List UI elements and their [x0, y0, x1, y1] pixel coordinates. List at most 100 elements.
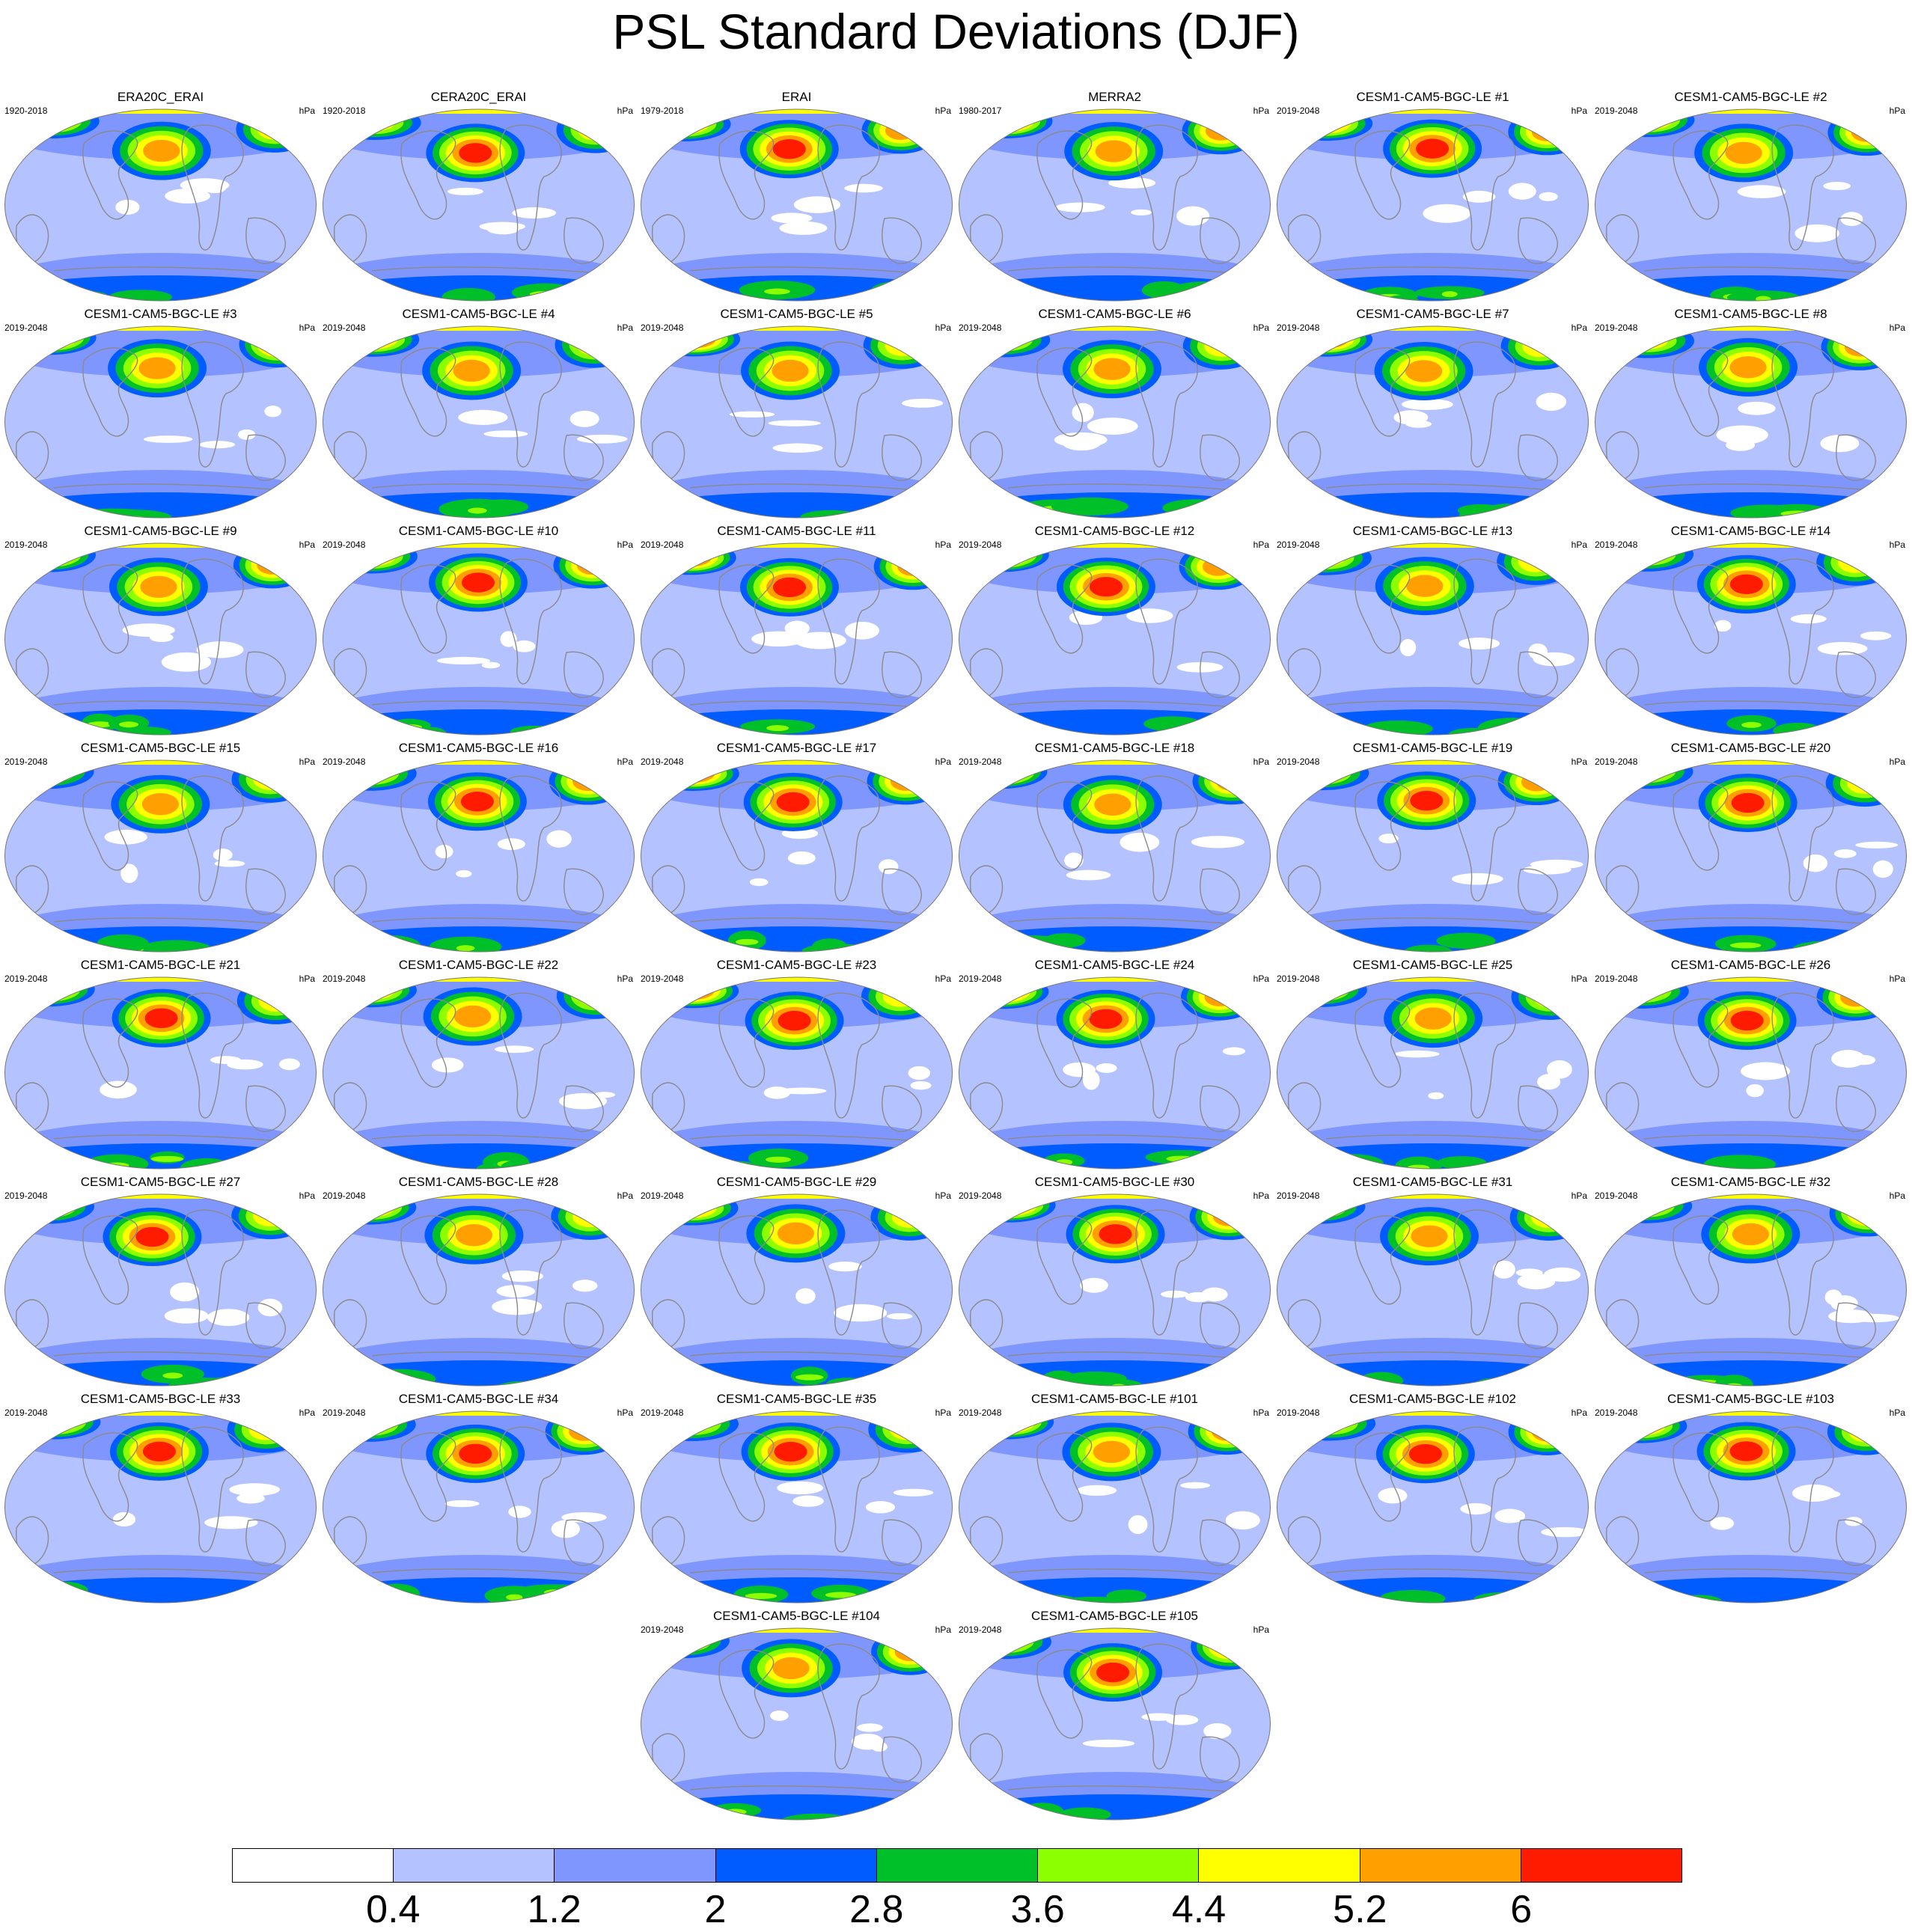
low-variability-patch — [1508, 183, 1536, 200]
colorbar-swatch — [554, 1849, 715, 1882]
coastline — [563, 217, 604, 264]
low-variability-patch — [828, 1261, 862, 1272]
anomaly-contour-level-7 — [1406, 575, 1444, 597]
low-variability-patch — [1185, 1291, 1212, 1303]
world-map — [1595, 1410, 1907, 1604]
map-boundary — [1595, 325, 1907, 519]
low-variability-patch — [435, 845, 453, 859]
coastline — [817, 124, 880, 251]
low-variability-patch — [1541, 1526, 1589, 1538]
panel-title: CESM1-CAM5-BGC-LE #14 — [1670, 524, 1831, 538]
coastline — [817, 558, 880, 685]
low-variability-patch — [871, 1741, 888, 1752]
colorbar-tick-label: 1.2 — [527, 1888, 581, 1931]
coastline — [1200, 651, 1240, 698]
map-boundary — [4, 108, 317, 302]
panel-years: 2019-2048 — [959, 322, 1002, 333]
anomaly-contour-level-6 — [1628, 332, 1668, 349]
coastline — [53, 1568, 272, 1575]
panel-unit: hPa — [617, 973, 633, 984]
panel-years: 2019-2048 — [323, 756, 366, 767]
anomaly-contour-level-7 — [1521, 772, 1553, 792]
coastline — [499, 992, 562, 1119]
panel-title: CESM1-CAM5-BGC-LE #33 — [80, 1392, 241, 1406]
low-variability-patch — [1402, 398, 1453, 410]
anomaly-contour-level-5 — [250, 114, 300, 144]
panel-title: CESM1-CAM5-BGC-LE #104 — [713, 1609, 880, 1623]
coastline — [1453, 1426, 1516, 1553]
panel-title: CESM1-CAM5-BGC-LE #15 — [80, 741, 241, 755]
anomaly-contour-level-7 — [1531, 122, 1563, 141]
map-panel: CESM1-CAM5-BGC-LE #25 2019-2048 hPa — [1274, 958, 1592, 1171]
coastline — [1325, 700, 1544, 707]
low-variability-patch — [1064, 852, 1084, 869]
world-map — [1595, 542, 1907, 736]
world-map — [1595, 108, 1907, 302]
coastline — [82, 347, 138, 437]
world-map — [1595, 1193, 1907, 1387]
anomaly-contour-level-8 — [135, 1226, 169, 1247]
anomaly-contour-level-7 — [455, 1223, 492, 1247]
low-variability-patch — [1855, 841, 1899, 849]
coastline — [718, 347, 775, 437]
anomaly-contour-level-7 — [1414, 1007, 1452, 1030]
low-variability-patch — [749, 878, 769, 887]
coastline — [882, 217, 922, 264]
low-variability-patch — [1203, 1722, 1232, 1739]
low-variability-patch — [1741, 1062, 1790, 1080]
panel-unit: hPa — [1253, 1190, 1269, 1201]
panel-unit: hPa — [1253, 1407, 1269, 1418]
anomaly-contour-level-7 — [140, 575, 177, 599]
anomaly-contour-level-6 — [882, 985, 918, 1007]
coastline — [181, 992, 244, 1119]
anomaly-contour-level-8 — [1731, 792, 1765, 813]
anomaly-contour-level-8 — [459, 143, 492, 163]
low-variability-patch — [1055, 202, 1105, 213]
map-panel: CESM1-CAM5-BGC-LE #2 2019-2048 hPa — [1592, 90, 1910, 303]
coastline — [1007, 266, 1226, 273]
panel-unit: hPa — [617, 106, 633, 116]
map-panel: CESM1-CAM5-BGC-LE #18 2019-2048 hPa — [956, 741, 1274, 954]
map-boundary — [1277, 325, 1589, 519]
world-map — [641, 325, 953, 519]
coastline — [499, 341, 562, 468]
map-boundary — [1595, 108, 1907, 302]
low-variability-patch — [1378, 834, 1399, 844]
panel-years: 2019-2048 — [641, 322, 684, 333]
map-panel: CESM1-CAM5-BGC-LE #104 2019-2048 hPa — [638, 1609, 956, 1822]
coastline — [1673, 998, 1729, 1088]
coastline — [1135, 1426, 1198, 1553]
map-boundary — [323, 1410, 635, 1604]
map-boundary — [641, 759, 953, 953]
anomaly-contour-level-5 — [1841, 1196, 1896, 1230]
low-variability-patch — [1399, 638, 1417, 657]
coastline — [1200, 1085, 1240, 1132]
panel-title: CESM1-CAM5-BGC-LE #13 — [1352, 524, 1513, 538]
anomaly-contour-level-6 — [1616, 1416, 1666, 1436]
coastline — [1836, 217, 1876, 264]
panel-years: 2019-2048 — [1595, 973, 1638, 984]
coastline — [400, 998, 456, 1088]
map-panel: MERRA2 1980-2017 hPa — [956, 90, 1274, 303]
coastline — [1325, 483, 1544, 490]
anomaly-contour-level-7 — [353, 548, 389, 564]
world-map — [323, 759, 635, 953]
panel-unit: hPa — [299, 973, 315, 984]
coastline — [53, 1351, 272, 1358]
coastline — [882, 434, 922, 481]
anomaly-contour-level-5 — [251, 328, 305, 361]
colorbar-tick-label: 2.8 — [849, 1888, 904, 1931]
coastline — [82, 564, 138, 654]
coastline — [1354, 130, 1411, 220]
low-variability-patch — [214, 860, 245, 867]
low-variability-patch — [908, 1066, 931, 1080]
anomaly-contour-level-7 — [257, 555, 288, 575]
map-panel: CESM1-CAM5-BGC-LE #15 2019-2048 hPa — [1, 741, 320, 954]
map-panel: CESM1-CAM5-BGC-LE #12 2019-2048 hPa — [956, 524, 1274, 737]
anomaly-contour-level-5 — [1202, 1630, 1257, 1663]
coastline — [1354, 781, 1411, 871]
low-variability-patch — [844, 183, 883, 193]
map-boundary — [1277, 542, 1589, 736]
world-map — [1595, 325, 1907, 519]
anomaly-contour-level-7 — [355, 331, 391, 347]
